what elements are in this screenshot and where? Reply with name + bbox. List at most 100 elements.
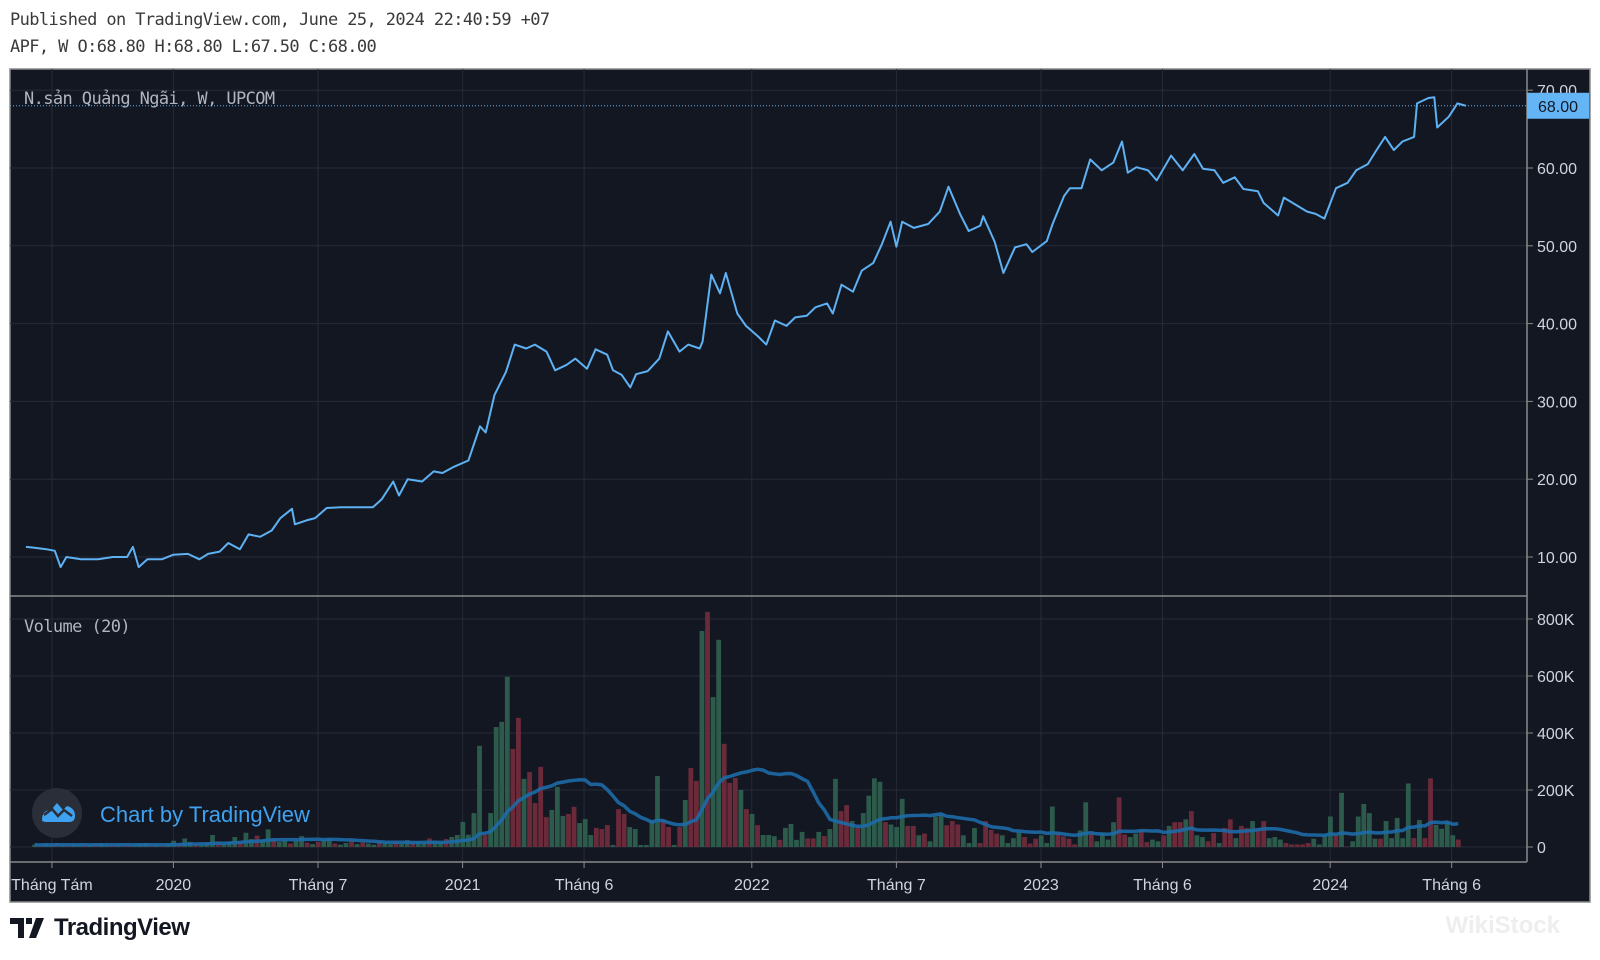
volume-bar: [588, 835, 594, 847]
volume-bar: [1166, 825, 1172, 847]
volume-bar: [1322, 835, 1328, 847]
volume-bar: [1022, 837, 1027, 847]
chart-frame: [9, 68, 1591, 903]
volume-bar: [1088, 833, 1094, 847]
volume-bar: [755, 825, 760, 847]
volume-bar: [1194, 835, 1200, 847]
volume-bar: [866, 795, 872, 847]
volume-bar: [271, 838, 277, 847]
volume-bar: [1372, 838, 1378, 847]
volume-bar: [360, 842, 366, 847]
time-tick-label: Tháng 7: [867, 877, 926, 894]
volume-tick-label: 200K: [1537, 783, 1575, 800]
volume-bar: [1011, 838, 1016, 847]
volume-bar: [749, 813, 755, 847]
volume-bar: [566, 813, 571, 847]
volume-bar: [1016, 832, 1022, 847]
volume-bar: [554, 786, 560, 847]
volume-bar: [282, 840, 288, 847]
volume-bar: [1205, 841, 1211, 847]
volume-bar: [844, 805, 849, 847]
volume-bar: [899, 798, 905, 847]
volume-bar: [1200, 837, 1205, 847]
volume-bar: [1333, 835, 1339, 847]
volume-bar: [260, 839, 266, 847]
volume-bar: [805, 838, 811, 847]
volume-bar: [349, 840, 354, 847]
volume-bar: [877, 781, 883, 847]
time-tick-label: 2020: [156, 877, 192, 894]
volume-bar: [1144, 842, 1150, 847]
volume-bar: [760, 835, 766, 847]
volume-bar: [1266, 838, 1272, 847]
tradingview-brand[interactable]: TradingView: [10, 914, 190, 942]
volume-bar: [1300, 844, 1306, 847]
volume-bar: [1105, 839, 1111, 847]
volume-bar: [1183, 819, 1189, 847]
volume-bar: [1055, 832, 1061, 847]
volume-bar: [922, 833, 927, 847]
volume-bar: [504, 676, 510, 847]
price-tick-label: 30.00: [1537, 394, 1577, 411]
volume-bar: [365, 843, 371, 847]
volume-bar: [766, 835, 772, 847]
time-tick-label: 2021: [445, 877, 481, 894]
volume-bar: [1289, 844, 1294, 847]
volume-bar: [1444, 822, 1450, 847]
volume-bar: [988, 829, 994, 847]
volume-bar: [655, 776, 660, 847]
volume-bar: [527, 772, 532, 847]
volume-bar: [410, 842, 416, 847]
volume-bar: [771, 836, 777, 847]
volume-bar: [732, 778, 738, 847]
volume-bar: [944, 825, 950, 847]
volume-bar: [1005, 843, 1011, 847]
volume-bar: [460, 821, 466, 847]
volume-tick-label: 400K: [1537, 726, 1575, 743]
volume-bar: [499, 721, 505, 847]
volume-bar: [393, 841, 399, 847]
volume-bar: [243, 832, 249, 847]
volume-bar: [777, 839, 783, 847]
volume-bar: [438, 841, 443, 847]
volume-bar: [933, 816, 938, 847]
volume-bar: [493, 727, 499, 847]
volume-bar: [371, 844, 377, 847]
volume-bar: [632, 829, 638, 847]
volume-bar: [649, 819, 655, 847]
time-axis[interactable]: Tháng Tám 2020 Tháng 7 2021 Tháng 6 2022 Tháng…: [11, 862, 1481, 894]
volume-legend[interactable]: Volume (20): [24, 617, 131, 637]
volume-bar: [1233, 838, 1239, 847]
volume-bar: [1400, 838, 1406, 847]
volume-tick-label: 800K: [1537, 612, 1575, 629]
time-tick-label: Tháng 6: [1422, 877, 1481, 894]
volume-bar: [782, 827, 788, 847]
volume-bar: [199, 844, 204, 847]
volume-bar: [1072, 844, 1077, 847]
volume-bar: [299, 836, 304, 847]
volume-bar: [1433, 824, 1439, 847]
volume-bar: [310, 844, 316, 847]
volume-bar: [332, 843, 338, 847]
volume-bar: [1222, 827, 1228, 847]
volume-bar: [1127, 837, 1133, 847]
volume-bar: [1272, 837, 1278, 847]
volume-bar: [1383, 821, 1389, 847]
volume-bar: [1044, 843, 1050, 847]
volume-bar: [1211, 833, 1217, 847]
volume-bar: [1049, 806, 1055, 847]
volume-axis[interactable]: 0 200K 400K 600K 800K: [1527, 612, 1575, 857]
volume-bar: [1077, 830, 1083, 847]
volume-bar: [721, 743, 727, 847]
symbol-legend[interactable]: N.sản Quảng Ngãi, W, UPCOM: [24, 89, 275, 109]
volume-bar: [315, 841, 321, 847]
volume-bar: [1027, 843, 1033, 847]
volume-bar: [910, 825, 916, 847]
volume-bar: [794, 839, 799, 847]
volume-bar: [1283, 843, 1289, 847]
last-price-box: [1527, 92, 1589, 119]
volume-bar: [1250, 821, 1255, 847]
volume-bar: [699, 630, 705, 847]
